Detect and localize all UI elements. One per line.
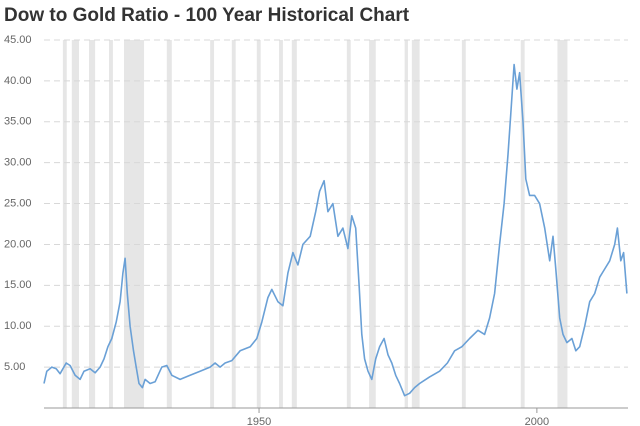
recession-band: [166, 40, 172, 408]
recession-band: [411, 40, 420, 408]
recession-band: [231, 40, 236, 408]
x-tick-label: 2000: [525, 416, 549, 426]
y-tick-label: 20.00: [4, 238, 32, 250]
y-tick-label: 10.00: [4, 320, 32, 332]
recession-band: [291, 40, 297, 408]
recession-band: [279, 40, 283, 408]
recession-band: [109, 40, 113, 408]
recession-band: [346, 40, 351, 408]
recession-band: [369, 40, 376, 408]
recession-band: [256, 40, 261, 408]
recession-band: [89, 40, 96, 408]
chart-title: Dow to Gold Ratio - 100 Year Historical …: [4, 5, 410, 26]
x-tick-label: 1950: [247, 416, 271, 426]
recession-band: [557, 40, 568, 408]
y-tick-label: 30.00: [4, 157, 32, 169]
recession-band: [210, 40, 215, 408]
y-tick-label: 35.00: [4, 116, 32, 128]
y-tick-label: 15.00: [4, 279, 32, 291]
recession-band: [71, 40, 80, 408]
y-tick-label: 25.00: [4, 197, 32, 209]
recession-band: [62, 40, 67, 408]
y-tick-label: 40.00: [4, 75, 32, 87]
y-tick-label: 45.00: [4, 34, 32, 46]
recession-band: [461, 40, 466, 408]
y-tick-label: 5.00: [4, 361, 25, 373]
recession-band: [404, 40, 408, 408]
ratio-line: [43, 63, 628, 397]
recession-band: [520, 40, 525, 408]
